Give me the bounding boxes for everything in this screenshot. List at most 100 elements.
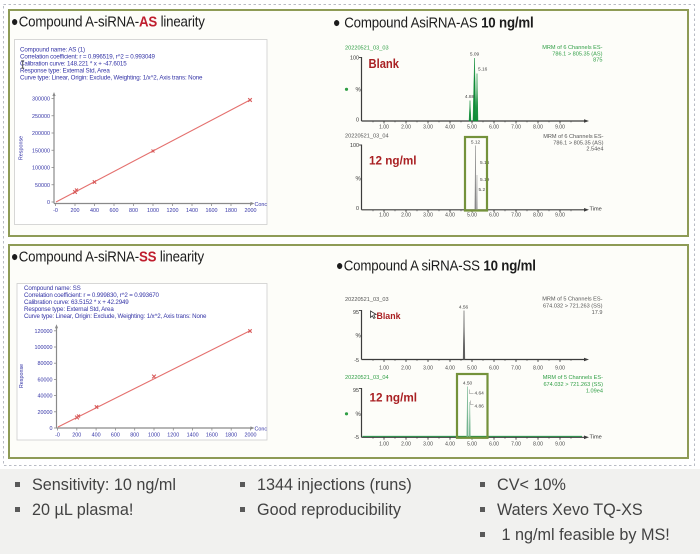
svg-text:Correlation coefficient: r = 0: Correlation coefficient: r = 0.996519, r… bbox=[20, 54, 156, 61]
svg-text:60000: 60000 bbox=[38, 377, 53, 383]
svg-text:5.16: 5.16 bbox=[478, 67, 488, 73]
svg-text:5.00: 5.00 bbox=[467, 442, 477, 448]
svg-text:0: 0 bbox=[50, 426, 53, 432]
svg-text:-5: -5 bbox=[354, 435, 359, 441]
svg-text:800: 800 bbox=[129, 208, 138, 214]
svg-text:5.16: 5.16 bbox=[480, 160, 490, 166]
svg-text:4.00: 4.00 bbox=[445, 213, 455, 219]
svg-text:2.00: 2.00 bbox=[401, 125, 411, 131]
svg-text:Curve type: Linear, Origin: Ex: Curve type: Linear, Origin: Exclude, Wei… bbox=[20, 75, 203, 82]
svg-text:2000: 2000 bbox=[245, 208, 257, 214]
svg-text:20220521_03_03: 20220521_03_03 bbox=[345, 46, 389, 52]
svg-text:6.00: 6.00 bbox=[489, 213, 499, 219]
svg-text:250000: 250000 bbox=[32, 114, 50, 120]
svg-text:%: % bbox=[356, 412, 362, 418]
svg-text:3.00: 3.00 bbox=[423, 366, 433, 372]
svg-text:1.00: 1.00 bbox=[379, 125, 389, 131]
svg-text:100000: 100000 bbox=[35, 345, 53, 351]
svg-text:7.00: 7.00 bbox=[511, 125, 521, 131]
svg-text:50000: 50000 bbox=[35, 183, 50, 189]
svg-text:9.00: 9.00 bbox=[555, 213, 565, 219]
svg-text:-0: -0 bbox=[55, 433, 60, 439]
svg-text:1600: 1600 bbox=[206, 208, 218, 214]
svg-text:3.00: 3.00 bbox=[423, 442, 433, 448]
svg-text:2.00: 2.00 bbox=[401, 213, 411, 219]
svg-text:100: 100 bbox=[350, 56, 359, 62]
svg-text:6.00: 6.00 bbox=[489, 125, 499, 131]
svg-text:8.00: 8.00 bbox=[533, 125, 543, 131]
svg-text:MRM of 6 Channels ES-: MRM of 6 Channels ES- bbox=[543, 134, 603, 140]
svg-text:Response type: External Std, A: Response type: External Std, Area bbox=[20, 68, 110, 75]
svg-text:Time: Time bbox=[590, 207, 602, 213]
svg-text:5.19: 5.19 bbox=[480, 177, 490, 183]
svg-text:95: 95 bbox=[353, 388, 359, 394]
svg-text:875: 875 bbox=[593, 58, 602, 64]
svg-text:Compound name: AS (1): Compound name: AS (1) bbox=[20, 47, 85, 54]
svg-text:Conc: Conc bbox=[255, 427, 268, 433]
svg-text:6.00: 6.00 bbox=[489, 442, 499, 448]
svg-text:1.00: 1.00 bbox=[379, 213, 389, 219]
svg-text:786.1 > 805.35 (AS): 786.1 > 805.35 (AS) bbox=[552, 51, 602, 57]
svg-text:20000: 20000 bbox=[38, 410, 53, 416]
svg-text:300000: 300000 bbox=[32, 97, 50, 103]
svg-text:Blank: Blank bbox=[377, 311, 402, 322]
svg-text:4.00: 4.00 bbox=[445, 366, 455, 372]
svg-text:12 ng/ml: 12 ng/ml bbox=[370, 391, 418, 405]
svg-text:1200: 1200 bbox=[167, 433, 179, 439]
svg-text:4.50: 4.50 bbox=[463, 381, 473, 387]
svg-text:40000: 40000 bbox=[38, 394, 53, 400]
svg-text:0: 0 bbox=[356, 206, 359, 212]
svg-text:Calibration curve: 63.5152 * x: Calibration curve: 63.5152 * x + 42.2949 bbox=[24, 299, 129, 306]
svg-text:20220521_03_04: 20220521_03_04 bbox=[345, 134, 389, 140]
svg-text:Curve type: Linear, Origin: Ex: Curve type: Linear, Origin: Exclude, Wei… bbox=[24, 313, 207, 320]
svg-text:20220521_03_03: 20220521_03_03 bbox=[345, 297, 389, 303]
svg-text:1400: 1400 bbox=[187, 433, 199, 439]
svg-text:Time: Time bbox=[590, 435, 602, 441]
svg-text:-5: -5 bbox=[354, 358, 359, 364]
svg-text:400: 400 bbox=[92, 433, 101, 439]
svg-text:8.00: 8.00 bbox=[533, 213, 543, 219]
svg-text:3.00: 3.00 bbox=[423, 213, 433, 219]
svg-text:2000: 2000 bbox=[245, 433, 257, 439]
svg-text:1.00: 1.00 bbox=[379, 366, 389, 372]
svg-text:1200: 1200 bbox=[167, 208, 179, 214]
svg-text:Response type: External Std, A: Response type: External Std, Area bbox=[24, 306, 114, 313]
svg-text:9.00: 9.00 bbox=[555, 366, 565, 372]
svg-text:Compound name: SS: Compound name: SS bbox=[24, 285, 81, 292]
svg-text:2.00: 2.00 bbox=[401, 366, 411, 372]
svg-text:5.00: 5.00 bbox=[467, 125, 477, 131]
svg-text:95: 95 bbox=[353, 310, 359, 316]
svg-text:100: 100 bbox=[350, 143, 359, 149]
svg-text:150000: 150000 bbox=[32, 148, 50, 154]
svg-text:3.00: 3.00 bbox=[423, 125, 433, 131]
svg-text:MRM of 5 Channels ES-: MRM of 5 Channels ES- bbox=[542, 297, 602, 303]
svg-text:-0: -0 bbox=[53, 208, 58, 214]
svg-text:5.00: 5.00 bbox=[467, 213, 477, 219]
svg-text:6.00: 6.00 bbox=[489, 366, 499, 372]
svg-text:MRM of 5 Channels ES-: MRM of 5 Channels ES- bbox=[543, 375, 603, 381]
svg-text:5.2: 5.2 bbox=[479, 187, 486, 193]
svg-text:5.09: 5.09 bbox=[470, 52, 480, 58]
svg-text:1600: 1600 bbox=[206, 433, 218, 439]
svg-text:Correlation coefficient: r = 0: Correlation coefficient: r = 0.999830, r… bbox=[24, 292, 160, 299]
svg-text:0: 0 bbox=[356, 118, 359, 124]
svg-text:2.00: 2.00 bbox=[401, 442, 411, 448]
svg-text:600: 600 bbox=[111, 433, 120, 439]
svg-text:9.00: 9.00 bbox=[555, 442, 565, 448]
svg-text:7.00: 7.00 bbox=[511, 442, 521, 448]
svg-text:674.032 > 721.263 (SS): 674.032 > 721.263 (SS) bbox=[543, 382, 603, 388]
svg-text:1.09e4: 1.09e4 bbox=[586, 389, 603, 395]
svg-text:%: % bbox=[356, 88, 362, 94]
svg-text:Conc: Conc bbox=[255, 202, 268, 208]
svg-text:400: 400 bbox=[90, 208, 99, 214]
svg-text:120000: 120000 bbox=[35, 329, 53, 335]
svg-text:Response: Response bbox=[19, 136, 25, 160]
svg-text:4.00: 4.00 bbox=[445, 442, 455, 448]
svg-text:1800: 1800 bbox=[225, 433, 237, 439]
svg-text:4.64: 4.64 bbox=[475, 391, 485, 397]
svg-text:4.00: 4.00 bbox=[445, 125, 455, 131]
svg-text:200000: 200000 bbox=[32, 131, 50, 137]
svg-text:7.00: 7.00 bbox=[511, 366, 521, 372]
svg-text:7.00: 7.00 bbox=[511, 213, 521, 219]
svg-text:1000: 1000 bbox=[148, 433, 160, 439]
